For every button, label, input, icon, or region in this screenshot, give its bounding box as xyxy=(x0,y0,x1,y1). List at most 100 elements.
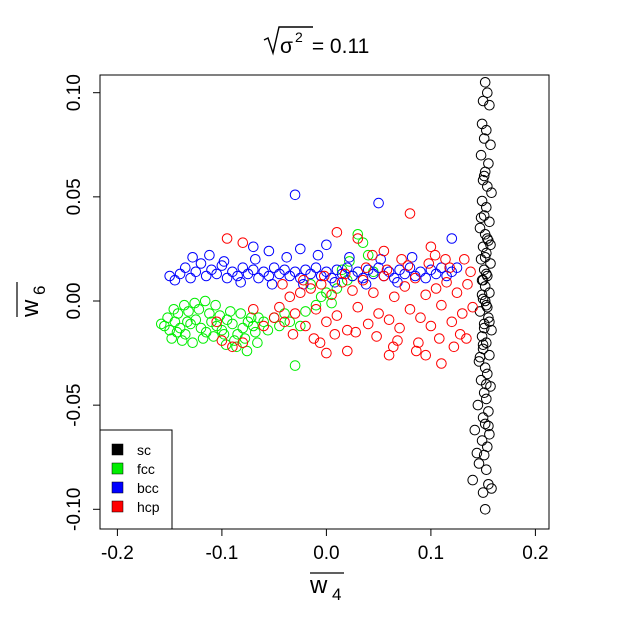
data-point-hcp xyxy=(310,304,322,315)
data-point-hcp xyxy=(321,316,332,328)
data-point-bcc xyxy=(200,270,212,282)
data-point-sc xyxy=(484,316,495,328)
data-point-bcc xyxy=(295,243,306,255)
data-point-sc xyxy=(473,458,485,469)
data-point-bcc xyxy=(347,270,358,282)
data-point-sc xyxy=(478,210,490,221)
data-point-hcp xyxy=(404,304,416,315)
y-tick-label: 0.10 xyxy=(64,74,85,111)
data-point-hcp xyxy=(216,335,228,346)
data-point-hcp xyxy=(368,287,379,299)
data-point-bcc xyxy=(289,266,301,278)
data-point-sc xyxy=(481,337,492,349)
legend-item-sc: sc xyxy=(111,442,151,458)
data-point-bcc xyxy=(295,272,306,284)
data-point-fcc xyxy=(279,308,290,319)
data-point-hcp xyxy=(383,349,395,361)
data-point-hcp xyxy=(396,253,407,265)
data-point-sc xyxy=(481,299,492,311)
data-point-hcp xyxy=(378,245,390,257)
data-point-hcp xyxy=(352,301,364,313)
data-point-hcp xyxy=(383,314,395,326)
y-tick-label: -0.05 xyxy=(64,383,85,426)
data-point-fcc xyxy=(235,308,246,319)
data-point-sc xyxy=(482,368,493,380)
data-point-hcp xyxy=(430,283,442,294)
data-point-fcc xyxy=(258,316,270,328)
data-point-hcp xyxy=(436,299,447,311)
data-point-bcc xyxy=(242,268,254,280)
data-point-fcc xyxy=(252,337,263,349)
x-tick-label: -0.1 xyxy=(206,543,239,564)
data-point-hcp xyxy=(237,237,249,248)
x-tick-label: 0.0 xyxy=(313,543,339,564)
data-point-sc xyxy=(483,406,494,417)
data-point-hcp xyxy=(331,227,343,238)
data-point-fcc xyxy=(218,329,230,340)
data-point-bcc xyxy=(451,262,463,274)
data-point-bcc xyxy=(195,258,207,269)
data-point-bcc xyxy=(281,251,293,263)
data-point-bcc xyxy=(263,245,275,257)
data-point-fcc xyxy=(289,360,301,371)
data-point-hcp xyxy=(448,341,460,353)
data-point-sc xyxy=(478,322,490,334)
legend-label: bcc xyxy=(137,480,159,496)
data-point-bcc xyxy=(406,251,418,263)
points-layer xyxy=(156,77,497,515)
data-point-hcp xyxy=(329,329,341,340)
legend: sc fcc bcc hcp xyxy=(99,429,173,530)
data-point-fcc xyxy=(227,318,238,330)
data-point-hcp xyxy=(459,253,470,265)
x-tick-label: -0.2 xyxy=(101,543,134,564)
data-point-fcc xyxy=(326,297,337,309)
data-point-fcc xyxy=(208,331,219,342)
data-point-sc xyxy=(479,362,491,374)
data-point-sc xyxy=(479,418,491,430)
data-point-bcc xyxy=(344,251,355,263)
data-point-hcp xyxy=(248,304,259,315)
data-point-hcp xyxy=(371,331,382,342)
series-fcc xyxy=(156,229,379,371)
legend-swatch xyxy=(111,481,124,494)
data-point-hcp xyxy=(274,301,285,313)
x-axis: -0.2 -0.1 0.0 0.1 0.2 xyxy=(101,528,549,564)
data-point-hcp xyxy=(399,281,411,292)
data-point-hcp xyxy=(221,233,233,244)
data-point-hcp xyxy=(305,283,317,294)
data-point-hcp xyxy=(420,289,432,301)
data-point-hcp xyxy=(411,345,422,357)
data-point-hcp xyxy=(284,291,296,303)
data-point-bcc xyxy=(232,270,243,282)
data-point-bcc xyxy=(284,270,296,282)
data-point-hcp xyxy=(413,337,424,349)
data-point-hcp xyxy=(300,320,311,332)
data-point-sc xyxy=(477,274,489,286)
data-point-hcp xyxy=(331,310,343,321)
data-point-bcc xyxy=(250,253,261,265)
data-point-fcc xyxy=(225,306,236,317)
data-point-sc xyxy=(482,301,493,313)
data-point-fcc xyxy=(189,297,200,309)
title-symbol: σ xyxy=(280,35,293,58)
data-point-bcc xyxy=(180,262,191,274)
data-point-hcp xyxy=(342,345,353,357)
data-point-hcp xyxy=(326,289,337,301)
data-point-bcc xyxy=(268,262,280,274)
data-point-hcp xyxy=(423,258,435,269)
data-point-hcp xyxy=(287,329,299,340)
data-point-sc xyxy=(475,149,487,161)
data-point-sc xyxy=(486,483,497,494)
data-point-bcc xyxy=(190,266,202,278)
data-point-fcc xyxy=(204,308,215,319)
data-point-fcc xyxy=(187,337,198,349)
legend-swatch xyxy=(111,462,124,475)
data-point-bcc xyxy=(279,264,290,276)
series-bcc xyxy=(164,189,463,290)
legend-label: hcp xyxy=(137,499,160,515)
data-point-bcc xyxy=(404,262,416,274)
data-point-sc xyxy=(485,258,496,269)
data-point-sc xyxy=(479,295,491,307)
data-point-bcc xyxy=(305,268,317,280)
data-point-hcp xyxy=(289,308,301,319)
